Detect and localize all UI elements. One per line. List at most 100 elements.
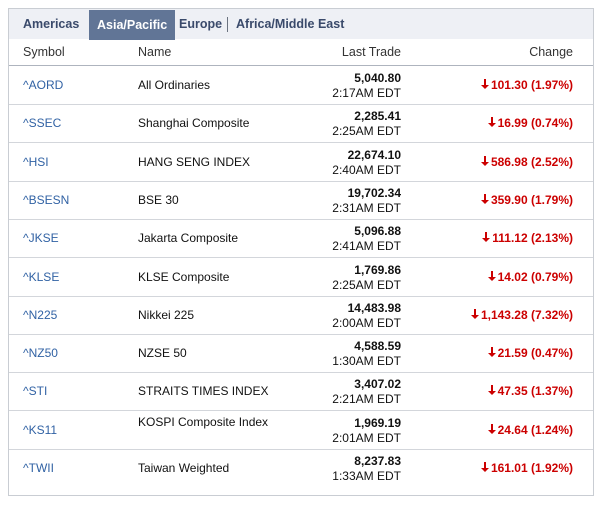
symbol-link[interactable]: ^TWII xyxy=(23,461,54,475)
change-text: 101.30 (1.97%) xyxy=(490,78,573,92)
change-text: 111.12 (2.13%) xyxy=(492,231,573,246)
table-row: ^KLSE KLSE Composite 1,769.86 2:25AM EDT 14.… xyxy=(9,258,593,297)
down-arrow-icon xyxy=(480,461,489,475)
symbol-link[interactable]: ^N225 xyxy=(23,307,58,322)
down-arrow-icon xyxy=(470,308,479,322)
market-indices-panel: Americas Asia/Pacific Europe Africa/Midd… xyxy=(8,8,594,496)
last-trade-price: 1,769.86 xyxy=(354,262,401,277)
change-value: 1,143.28 (7.32%) xyxy=(470,307,573,322)
change-value: 161.01 (1.92%) xyxy=(480,461,573,475)
change-value: 101.30 (1.97%) xyxy=(480,78,573,92)
tab-europe[interactable]: Europe xyxy=(179,17,223,31)
region-tab-bar: Americas Asia/Pacific Europe Africa/Midd… xyxy=(9,9,593,40)
change-text: 47.35 (1.37%) xyxy=(497,384,573,399)
symbol-link[interactable]: ^BSESN xyxy=(23,192,70,207)
last-trade-time: 2:01AM EDT xyxy=(332,430,401,445)
change-text: 24.64 (1.24%) xyxy=(497,422,573,437)
column-header-symbol: Symbol xyxy=(23,45,65,59)
change-text: 161.01 (1.92%) xyxy=(490,461,573,475)
table-row: ^STI STRAITS TIMES INDEX 3,407.02 2:21AM ED… xyxy=(9,372,593,412)
index-name: KOSPI Composite Index xyxy=(138,414,269,429)
index-name: Taiwan Weighted xyxy=(138,461,230,475)
down-arrow-icon xyxy=(487,423,496,437)
down-arrow-icon xyxy=(480,78,489,92)
tab-americas[interactable]: Americas xyxy=(23,17,80,31)
last-trade-time: 2:41AM EDT xyxy=(332,239,401,254)
last-trade-time: 2:00AM EDT xyxy=(332,315,401,330)
table-row: ^JKSE Jakarta Composite 5,096.88 2:41AM EDT… xyxy=(9,219,593,259)
last-trade-time: 1:30AM EDT xyxy=(332,354,401,369)
last-trade-price: 22,674.10 xyxy=(347,147,401,162)
change-value: 21.59 (0.47%) xyxy=(487,346,573,361)
symbol-link[interactable]: ^NZ50 xyxy=(23,346,58,361)
table-header: Symbol Name Last Trade Change xyxy=(9,39,593,66)
index-name: Shanghai Composite xyxy=(138,116,250,131)
symbol-link[interactable]: ^KS11 xyxy=(23,422,58,437)
last-trade-time: 1:33AM EDT xyxy=(332,469,401,483)
last-trade-price: 14,483.98 xyxy=(347,300,401,315)
symbol-link[interactable]: ^STI xyxy=(23,384,48,399)
symbol-link[interactable]: ^KLSE xyxy=(23,269,60,284)
index-name: KLSE Composite xyxy=(138,269,230,284)
column-header-name: Name xyxy=(138,45,172,59)
down-arrow-icon xyxy=(487,116,496,130)
index-name: STRAITS TIMES INDEX xyxy=(138,384,269,399)
change-text: 359.90 (1.79%) xyxy=(490,192,573,207)
table-row: ^SSEC Shanghai Composite 2,285.41 2:25AM ED… xyxy=(9,104,593,144)
last-trade-price: 8,237.83 xyxy=(354,454,401,468)
table-row: ^HSI HANG SENG INDEX 22,674.10 2:40AM EDT 58… xyxy=(9,143,593,182)
table-row: ^N225 Nikkei 225 14,483.98 2:00AM EDT 1,143.… xyxy=(9,296,593,335)
index-name: Nikkei 225 xyxy=(138,307,195,322)
last-trade-price: 5,096.88 xyxy=(354,224,401,239)
table-row: ^KS11 KOSPI Composite Index 1,969.19 2:01AM… xyxy=(9,411,593,450)
down-arrow-icon xyxy=(482,231,491,245)
down-arrow-icon xyxy=(480,155,489,169)
table-row: ^NZ50 NZSE 50 4,588.59 1:30AM EDT 21.59 (0.4… xyxy=(9,334,593,374)
down-arrow-icon xyxy=(487,384,496,398)
change-value: 111.12 (2.13%) xyxy=(482,231,573,245)
last-trade-price: 5,040.80 xyxy=(354,71,401,85)
last-trade-time: 2:25AM EDT xyxy=(332,124,401,139)
last-trade-price: 2,285.41 xyxy=(354,109,401,124)
table-row: ^AORD All Ordinaries 5,040.80 2:17AM EDT 101… xyxy=(9,66,593,105)
last-trade-price: 1,969.19 xyxy=(354,415,401,430)
table-row: ^TWII Taiwan Weighted 8,237.83 1:33AM EDT 16… xyxy=(9,449,593,487)
symbol-link[interactable]: ^SSEC xyxy=(23,116,62,131)
change-value: 16.99 (0.74%) xyxy=(487,116,573,131)
symbol-link[interactable]: ^JKSE xyxy=(23,231,59,246)
change-text: 21.59 (0.47%) xyxy=(497,346,573,361)
table-row: ^BSESN BSE 30 19,702.34 2:31AM EDT 359.90 (1… xyxy=(9,181,593,220)
last-trade-time: 2:40AM EDT xyxy=(332,162,401,177)
tab-asia-pacific[interactable]: Asia/Pacific xyxy=(89,10,176,40)
tab-africa-middle-east[interactable]: Africa/Middle East xyxy=(236,17,345,31)
change-value: 14.02 (0.79%) xyxy=(487,269,573,284)
index-name: HANG SENG INDEX xyxy=(138,154,251,169)
index-name: NZSE 50 xyxy=(138,346,187,361)
last-trade-time: 2:31AM EDT xyxy=(332,200,401,215)
column-header-change: Change xyxy=(529,45,573,59)
change-value: 24.64 (1.24%) xyxy=(487,422,573,437)
change-text: 16.99 (0.74%) xyxy=(497,116,573,131)
change-text: 1,143.28 (7.32%) xyxy=(480,307,573,322)
index-name: BSE 30 xyxy=(138,192,179,207)
column-header-last-trade: Last Trade xyxy=(341,45,401,59)
symbol-link[interactable]: ^HSI xyxy=(23,154,49,169)
tab-divider xyxy=(227,17,228,32)
change-text: 14.02 (0.79%) xyxy=(497,269,573,284)
change-value: 47.35 (1.37%) xyxy=(487,384,573,399)
last-trade-price: 19,702.34 xyxy=(347,185,401,200)
last-trade-price: 3,407.02 xyxy=(354,377,401,392)
change-value: 359.90 (1.79%) xyxy=(480,192,573,207)
last-trade-price: 4,588.59 xyxy=(354,339,401,354)
change-text: 586.98 (2.52%) xyxy=(490,154,573,169)
change-value: 586.98 (2.52%) xyxy=(480,154,573,169)
index-name: Jakarta Composite xyxy=(138,231,239,246)
down-arrow-icon xyxy=(487,270,496,284)
index-name: All Ordinaries xyxy=(138,78,211,92)
down-arrow-icon xyxy=(480,193,489,207)
symbol-link[interactable]: ^AORD xyxy=(23,78,64,92)
down-arrow-icon xyxy=(487,346,496,360)
last-trade-time: 2:21AM EDT xyxy=(332,392,401,407)
last-trade-time: 2:17AM EDT xyxy=(332,86,401,100)
last-trade-time: 2:25AM EDT xyxy=(332,277,401,292)
